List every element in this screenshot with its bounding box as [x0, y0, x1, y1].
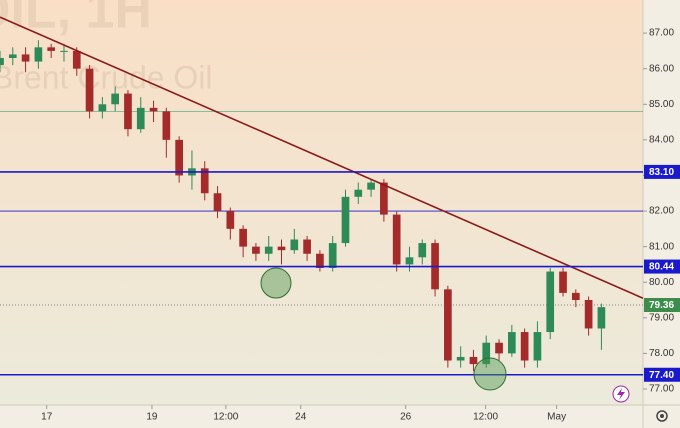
- candle-body: [418, 243, 427, 258]
- candle-body: [34, 47, 43, 62]
- candle-body: [559, 271, 567, 293]
- candle-body: [136, 107, 145, 130]
- candle-body: [47, 47, 56, 51]
- x-tick-label: 17: [41, 412, 53, 423]
- y-tick-label: 85.00: [649, 99, 674, 110]
- settings-icon[interactable]: [656, 410, 668, 422]
- candle-body: [72, 50, 81, 69]
- level-label-box: [644, 259, 680, 274]
- level-label-box: [644, 164, 680, 179]
- candle-body: [380, 182, 388, 215]
- highlight-circle: [260, 267, 292, 299]
- candle-body: [124, 93, 132, 130]
- candle-body: [341, 196, 350, 244]
- candle-body: [175, 139, 183, 176]
- candle-body: [597, 307, 606, 329]
- candle-body: [354, 189, 363, 197]
- candle-body: [392, 214, 401, 265]
- price-axis: [643, 0, 680, 428]
- candle-body: [533, 332, 542, 361]
- candle-body: [0, 58, 4, 66]
- candle-body: [546, 271, 555, 333]
- candle-body: [405, 257, 414, 265]
- watermark-subtitle: Brent Crude Oil: [0, 59, 213, 95]
- level-label: 77.40: [649, 370, 674, 381]
- candle-body: [456, 356, 465, 361]
- candle-body: [290, 239, 299, 251]
- candle-body: [111, 93, 120, 105]
- level-label: 83.10: [649, 167, 674, 178]
- time-axis: [0, 405, 643, 428]
- candle-body: [252, 246, 260, 254]
- y-tick-label: 87.00: [649, 28, 674, 39]
- candle-body: [367, 182, 375, 190]
- level-label-box: [644, 367, 680, 382]
- gear: [656, 410, 668, 422]
- candle-body: [495, 342, 503, 354]
- highlight-circle: [473, 357, 507, 391]
- y-tick-label: 77.00: [649, 384, 674, 395]
- candle-body: [60, 50, 68, 52]
- candle-body: [98, 104, 107, 112]
- y-tick-label: 79.00: [649, 312, 674, 323]
- candle-body: [584, 300, 593, 329]
- y-tick-label: 81.00: [649, 241, 674, 252]
- level-label: 80.44: [649, 262, 674, 273]
- candle-body: [520, 332, 529, 361]
- candle-body: [571, 292, 580, 301]
- y-tick-label: 86.00: [649, 63, 674, 74]
- candle-body: [213, 193, 222, 212]
- trendline: [0, 16, 644, 299]
- candle-body: [328, 243, 337, 268]
- candle-body: [277, 246, 286, 251]
- x-tick-label: 24: [295, 412, 307, 423]
- marks: [0, 16, 644, 376]
- y-tick-label: 80.00: [649, 277, 674, 288]
- gear-center: [660, 414, 664, 418]
- candle-body: [21, 54, 30, 62]
- x-tick-label: 12:00: [213, 412, 238, 423]
- candle-body: [149, 107, 158, 112]
- x-tick-label: 26: [400, 412, 412, 423]
- candle-body: [264, 246, 273, 254]
- x-tick-label: 19: [146, 412, 158, 423]
- candle-body: [85, 68, 94, 112]
- candle-body: [303, 239, 311, 254]
- y-tick-label: 78.00: [649, 348, 674, 359]
- x-tick-label: May: [547, 412, 566, 423]
- candle-body: [482, 342, 491, 365]
- candle-body: [8, 54, 17, 59]
- candle-body: [444, 289, 452, 361]
- current-price-label: 79.36: [649, 300, 674, 311]
- candle-body: [226, 211, 235, 229]
- candle-body: [200, 168, 209, 194]
- candle-body: [239, 228, 247, 247]
- y-tick-label: 82.00: [649, 206, 674, 217]
- candle-body: [162, 111, 171, 140]
- candle-body: [316, 253, 324, 268]
- watermark-title: OIL, 1H: [0, 0, 152, 40]
- event-icon-bolt: [617, 388, 625, 400]
- y-tick-label: 84.00: [649, 135, 674, 146]
- current-price-box: [644, 297, 680, 312]
- candle-body: [508, 332, 516, 354]
- candle-body: [469, 356, 478, 365]
- x-tick-label: 12:00: [473, 412, 498, 423]
